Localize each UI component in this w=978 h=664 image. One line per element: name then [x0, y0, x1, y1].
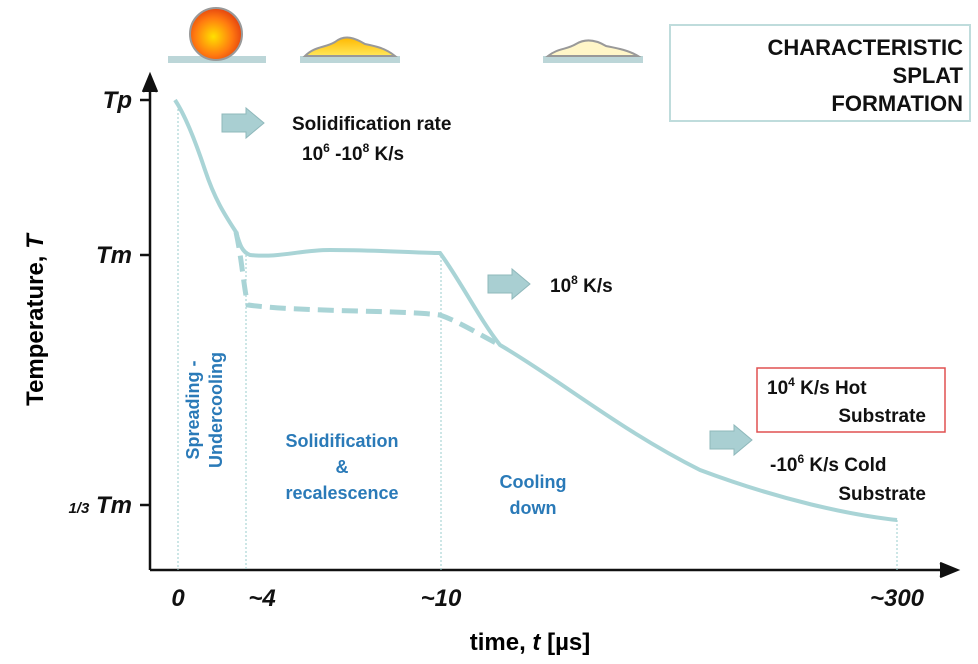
phase-label: Spreading - — [183, 360, 203, 459]
annotation: Substrate — [838, 484, 926, 505]
x-label: time, — [470, 629, 526, 656]
annotation: -106 K/s Cold — [770, 452, 887, 476]
x-tick-label: ~4 — [248, 585, 275, 612]
ann-part: K/s — [578, 276, 613, 297]
ann-part: 10 — [767, 378, 788, 399]
y-tick-label: Tm — [96, 242, 132, 269]
x-tick-label: 0 — [171, 585, 185, 612]
x-axis-label: time, t [µs] — [470, 629, 591, 656]
y-symbol: T — [22, 232, 49, 249]
x-symbol: t — [532, 629, 541, 656]
splat-icons — [168, 8, 643, 63]
ann-part: K/s Cold — [804, 455, 886, 476]
y-label: Temperature, — [22, 256, 49, 406]
x-tick-label: ~10 — [421, 585, 462, 612]
ann-part: -10 — [330, 144, 363, 165]
phase-label: Undercooling — [206, 352, 226, 468]
y-tick-prefix: 1/3 — [68, 500, 90, 517]
ann-part: 10 — [302, 144, 323, 165]
phase-label: & — [336, 457, 349, 477]
phase-label: Cooling — [500, 472, 567, 492]
x-unit: [µs] — [547, 629, 590, 656]
y-tick-symbol: Tm — [96, 492, 132, 519]
annotation: 108 K/s — [550, 273, 613, 297]
diagram: CHARACTERISTIC SPLAT FORMATION Temperatu… — [0, 0, 978, 664]
y-tick-label: Tp — [103, 87, 132, 114]
y-tick-label: 1/3 Tm — [68, 492, 132, 519]
annotation: Solidification rate — [292, 114, 451, 135]
title-line: FORMATION — [831, 91, 963, 116]
annotation: 104 K/s Hot — [767, 375, 867, 399]
ann-part: K/s — [369, 144, 404, 165]
title-line: SPLAT — [893, 63, 964, 88]
annotation: Substrate — [838, 406, 926, 427]
ann-part: 10 — [550, 276, 571, 297]
ann-part: K/s Hot — [795, 378, 867, 399]
x-tick-label: ~300 — [870, 585, 925, 612]
phase-label: recalescence — [285, 483, 398, 503]
y-axis-label: Temperature, T — [22, 232, 49, 406]
annotation: 106 -108 K/s — [302, 141, 404, 165]
title-line: CHARACTERISTIC — [767, 35, 963, 60]
phase-label: Solidification — [285, 431, 398, 451]
ann-part: -10 — [770, 455, 797, 476]
phase-label: down — [510, 498, 557, 518]
